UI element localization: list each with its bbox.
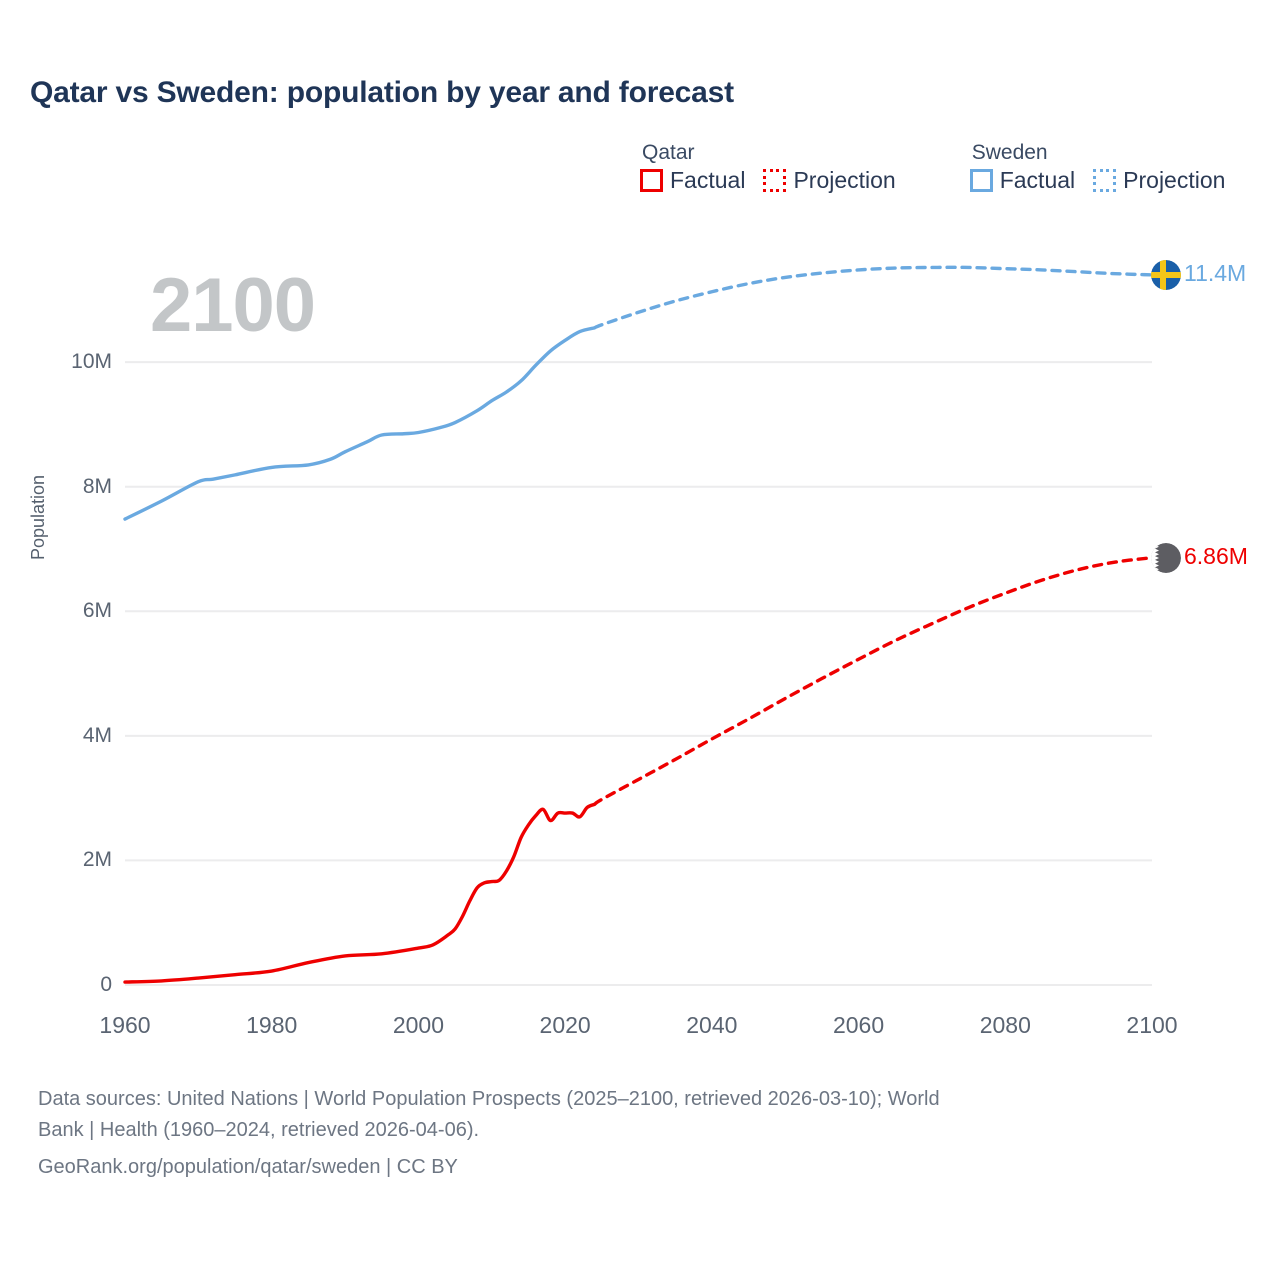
y-tick-label: 10M [71,350,112,374]
footer-line-1: Data sources: United Nations | World Pop… [38,1088,940,1110]
x-tick-label: 2000 [392,1012,445,1038]
y-tick-label: 4M [82,723,112,747]
chart-legend: Qatar Factual Projection Sweden Factual [640,142,1225,192]
x-tick-label: 2020 [539,1012,591,1038]
legend-item-qatar-projection[interactable]: Projection [763,167,896,193]
legend-item-sweden-factual[interactable]: Factual [969,167,1076,193]
x-tick-label: 2040 [686,1012,738,1038]
legend-item-qatar-factual[interactable]: Factual [640,169,745,192]
y-tick-label: 6M [82,599,112,623]
legend-label-sweden-projection: Projection [1123,167,1226,193]
sweden-end-value-label: 11.4M [1184,259,1247,286]
qatar-factual-line [123,802,597,984]
sweden-factual-line [123,326,597,521]
qatar-end-value-label: 6.86M [1184,542,1248,569]
y-tick-label: 8M [82,474,112,498]
x-tick-label: 2060 [832,1012,885,1038]
legend-country-sweden: Sweden [971,141,1048,164]
sweden-flag-icon [1151,259,1181,290]
legend-label-qatar-factual: Factual [670,167,746,193]
qatar-projection-line [592,556,1154,807]
legend-swatch-dotted-icon [1093,169,1117,192]
legend-item-sweden-projection[interactable]: Projection [1093,169,1225,192]
y-tick-label: 0 [100,973,112,996]
chart-title: Qatar vs Sweden: population by year and … [30,76,734,109]
legend-swatch-solid-icon [969,169,993,192]
x-tick-label: 2100 [1126,1012,1178,1038]
legend-group-qatar: Qatar Factual Projection [640,142,896,192]
y-tick-label: 2M [82,848,112,872]
x-tick-label: 1960 [99,1012,151,1038]
x-tick-label: 2080 [979,1012,1031,1038]
legend-label-qatar-projection: Projection [793,167,896,193]
x-tick-label: 1980 [246,1012,298,1038]
footer-line-2: Bank | Health (1960–2024, retrieved 2026… [38,1119,480,1141]
legend-swatch-solid-icon [640,169,663,192]
legend-label-sweden-factual: Factual [999,167,1076,193]
qatar-flag-icon [1151,542,1181,573]
legend-group-sweden: Sweden Factual Projection [969,141,1225,193]
sweden-projection-line [592,265,1154,330]
legend-swatch-dotted-icon [763,169,787,192]
chart-footer: Data sources: United Nations | World Pop… [38,1084,1248,1183]
footer-line-3: GeoRank.org/population/qatar/sweden | CC… [38,1156,458,1178]
year-watermark: 2100 [150,263,316,348]
legend-country-qatar: Qatar [642,141,695,164]
